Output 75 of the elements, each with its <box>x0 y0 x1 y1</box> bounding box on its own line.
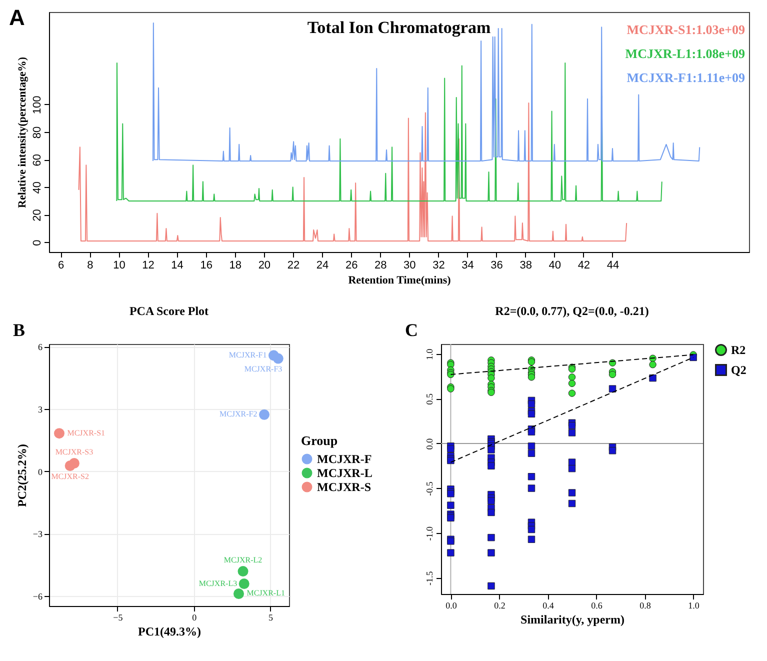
x-tick-label: 28 <box>374 260 387 272</box>
x-tick-label: 36 <box>490 260 503 272</box>
x-tick-label: 0.4 <box>542 600 554 610</box>
legend-label: R2 <box>731 343 746 357</box>
x-tick-label: 0 <box>192 612 198 622</box>
y-tick-label: −6 <box>32 592 43 602</box>
x-tick-label: 0.2 <box>494 600 506 610</box>
x-tick-label: 5 <box>268 612 274 622</box>
y-tick-label: 0.5 <box>424 393 434 405</box>
y-tick-label: 0 <box>38 466 43 477</box>
annotation: MCJXR-L2 <box>224 555 262 564</box>
y-tick-label: 1.0 <box>424 348 434 360</box>
annotation: MCJXR-S1 <box>67 428 106 438</box>
y-axis-title: PC2(25.2%) <box>14 444 29 507</box>
y-tick-label: 0 <box>32 240 44 246</box>
series-label: MCJXR-F1:1.11e+09 <box>626 70 746 85</box>
y-tick-label: 3 <box>38 404 43 415</box>
annotation: MCJXR-F2 <box>219 410 258 419</box>
x-tick-label: 12 <box>142 260 154 272</box>
x-tick-label: 10 <box>113 260 126 272</box>
text: A <box>9 5 25 30</box>
annotation: MCJXR-L1 <box>246 588 285 598</box>
legend-label: MCJXR-F <box>317 452 372 466</box>
y-tick-label: 100 <box>32 96 44 114</box>
y-tick-label: -1.0 <box>424 526 434 541</box>
x-tick-label: 30 <box>404 260 416 272</box>
x-tick-label: 6 <box>58 260 64 272</box>
y-tick-label: 80 <box>32 126 44 139</box>
text: MCJXR-S1:1.03e+09 <box>626 22 746 37</box>
x-tick-label: 42 <box>578 260 590 272</box>
annotation: MCJXR-S2 <box>51 472 89 481</box>
y-tick-label: 40 <box>32 182 44 194</box>
chart-title: R2=(0.0, 0.77), Q2=(0.0, -0.21) <box>495 304 649 318</box>
y-axis-title: Relative intensity(percentage%) <box>16 56 28 208</box>
x-tick-label: 34 <box>462 260 474 272</box>
x-tick-label: 18 <box>229 260 242 272</box>
chart-title: PCA Score Plot <box>129 304 209 318</box>
text: MCJXR-L1:1.08e+09 <box>625 46 746 61</box>
annotation: MCJXR-S3 <box>55 447 94 456</box>
x-tick-label: 44 <box>606 260 620 272</box>
x-tick-label: 26 <box>345 260 358 272</box>
x-tick-label: 22 <box>287 260 300 272</box>
x-tick-label: 38 <box>520 260 532 272</box>
y-tick-label: -0.5 <box>424 481 434 496</box>
chart-title: Total Ion Chromatogram <box>307 18 491 37</box>
text: B <box>13 320 26 340</box>
y-tick-label: 6 <box>38 342 43 352</box>
x-tick-label: 14 <box>171 260 184 272</box>
x-tick-label: 1.0 <box>688 600 700 610</box>
y-tick-label: 20 <box>32 209 44 222</box>
x-tick-label: −5 <box>113 612 124 622</box>
legend-title: Group <box>301 433 338 448</box>
annotation: MCJXR-L3 <box>198 578 238 588</box>
y-tick-label: 60 <box>32 154 44 166</box>
y-tick-label: -1.5 <box>424 570 434 586</box>
x-tick-label: 32 <box>432 260 445 272</box>
annotation: MCJXR-F1 <box>228 350 267 360</box>
x-tick-label: 20 <box>258 260 271 272</box>
y-tick-label: 0.0 <box>424 438 434 450</box>
x-tick-label: 8 <box>87 260 94 272</box>
x-tick-label: 0.0 <box>446 600 458 610</box>
text: C <box>405 320 418 340</box>
legend-label: Q2 <box>731 363 746 377</box>
legend-label: MCJXR-S <box>317 480 372 494</box>
x-axis-title: Similarity(y, yperm) <box>520 612 624 626</box>
x-tick-label: 16 <box>200 260 212 272</box>
legend-label: MCJXR-L <box>317 466 372 480</box>
annotation: MCJXR-F3 <box>244 364 282 374</box>
x-tick-label: 0.6 <box>591 600 603 610</box>
x-axis-title: PC1(49.3%) <box>138 624 201 638</box>
y-tick-label: −3 <box>32 529 43 540</box>
x-tick-label: 0.8 <box>640 600 652 610</box>
x-tick-label: 40 <box>548 260 562 272</box>
x-axis-title: Retention Time(mins) <box>348 274 452 286</box>
x-tick-label: 24 <box>316 260 329 272</box>
